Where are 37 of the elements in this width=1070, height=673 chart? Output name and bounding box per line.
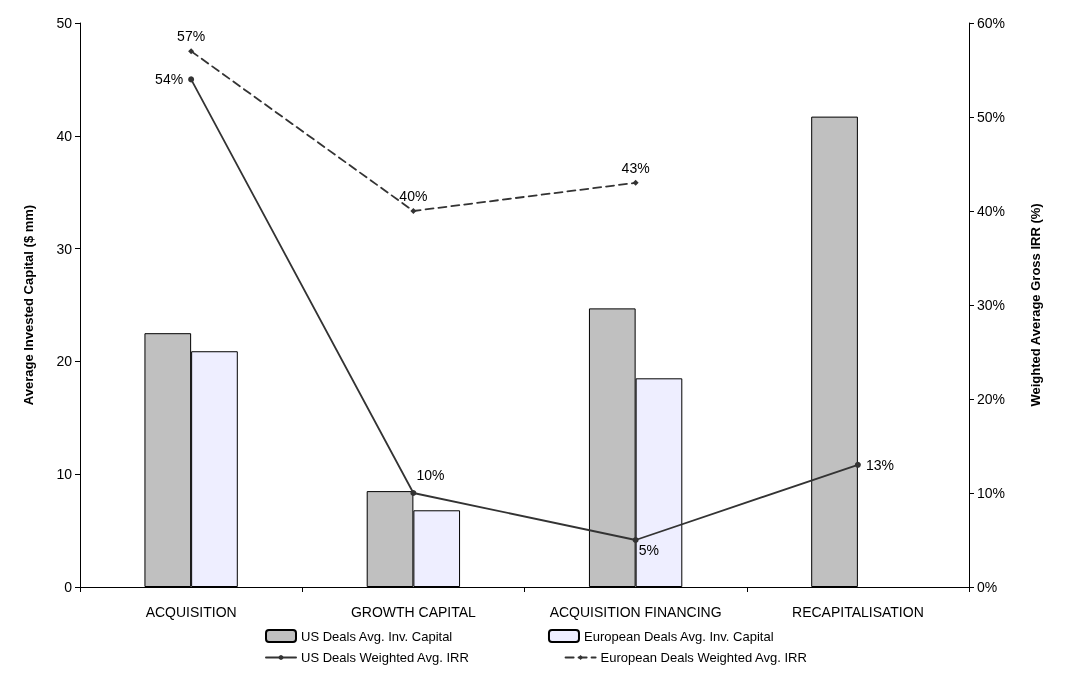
y2-tick-label: 0% [977,579,998,595]
data-label: 5% [638,542,659,558]
y-tick-label: 10 [56,466,73,483]
point [188,76,195,83]
y-tick-label: 20 [56,353,73,370]
y2-tick-label: 10% [977,485,1006,501]
y2-tick-label: 40% [977,203,1006,219]
x-tick-label: RECAPITALISATION [792,604,924,620]
y-tick-label: 0 [64,579,73,595]
y2-axis-title: Weighted Average Gross IRR (%) [1028,203,1043,407]
point [188,48,195,55]
x-tick-label: ACQUISITION [145,604,237,620]
data-label: 43% [621,159,650,176]
y-tick-label: 40 [56,127,73,144]
y-tick-label: 30 [56,240,73,257]
y2-tick-label: 60% [977,15,1006,31]
y-tick-label: 50 [56,15,73,31]
legend-label: European Deals Avg. Inv. Capital [583,628,774,644]
x-tick-label: ACQUISITION FINANCING [549,604,722,620]
point [410,490,417,496]
data-label: 57% [177,28,206,45]
y2-tick-label: 50% [977,109,1006,125]
y2-tick-label: 30% [977,297,1006,313]
point [410,208,417,214]
y2-tick-label: 20% [977,391,1006,407]
data-label: 10% [416,467,445,483]
point [632,537,639,543]
x-tick-label: GROWTH CAPITAL [350,604,477,620]
data-label: 13% [865,456,894,473]
data-label: 40% [399,188,428,204]
legend-label: US Deals Weighted Avg. IRR [301,650,469,665]
legend-label: US Deals Avg. Inv. Capital [301,628,453,644]
data-label: 54% [155,71,184,88]
point [854,461,861,468]
y-axis-title: Average Invested Capital ($ mm) [21,204,36,406]
point [632,179,639,186]
legend-label: European Deals Weighted Avg. IRR [600,650,807,665]
